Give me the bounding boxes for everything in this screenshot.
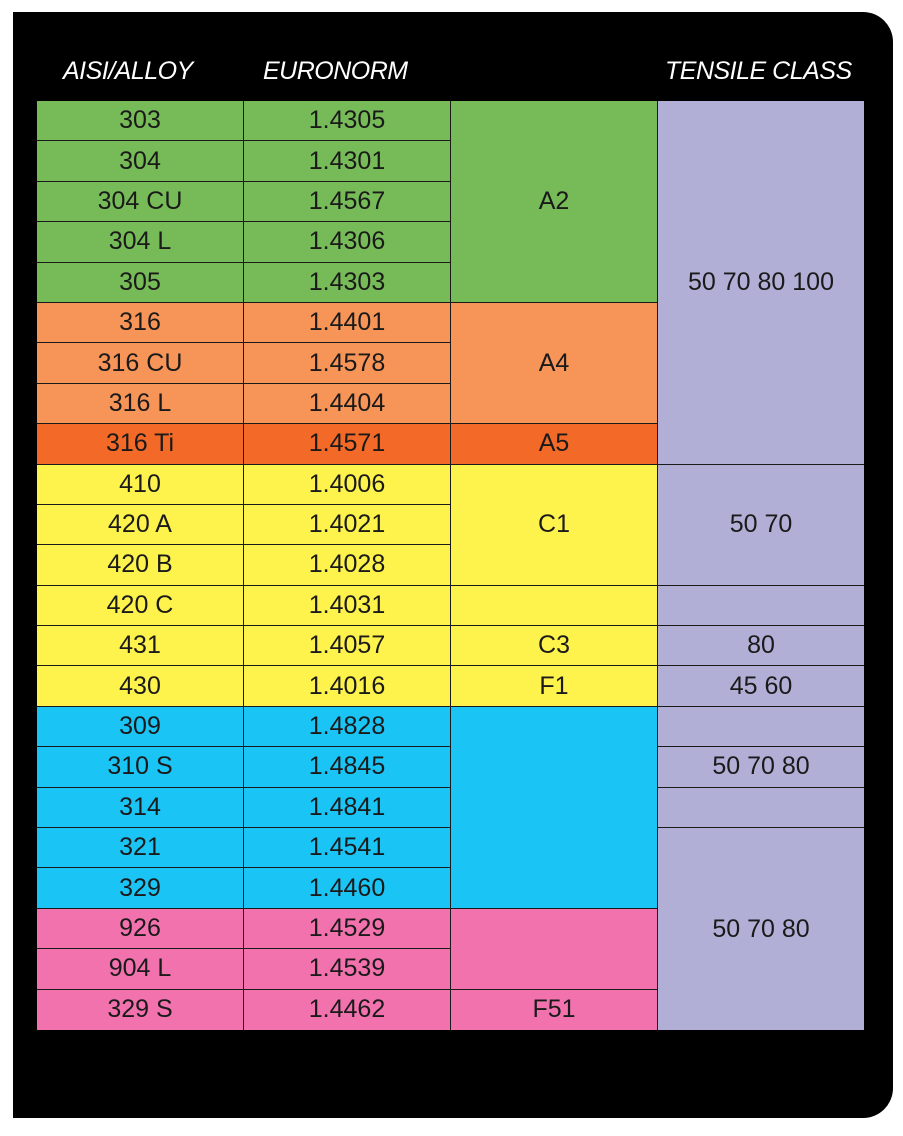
euronorm-cell: 1.4460 — [244, 868, 451, 909]
euronorm-cell: 1.4828 — [244, 706, 451, 748]
euronorm-cell: 1.4462 — [244, 989, 451, 1030]
alloy-cell: 321 — [37, 828, 244, 869]
tensile-class-cell: 50 70 80 100 — [658, 101, 864, 465]
euronorm-cell: 1.4021 — [244, 504, 451, 546]
tensile-class-cell — [658, 585, 864, 627]
euronorm-cell: 1.4404 — [244, 383, 451, 425]
header-alloy: AISI/ALLOY — [63, 57, 193, 85]
alloy-cell: 316 CU — [37, 343, 244, 384]
euronorm-cell: 1.4841 — [244, 787, 451, 829]
euronorm-cell: 1.4301 — [244, 141, 451, 182]
alloy-cell: 309 — [37, 706, 244, 748]
grade-cell — [451, 706, 658, 909]
euronorm-cell: 1.4539 — [244, 949, 451, 990]
tensile-class-cell: 50 70 80 — [658, 828, 864, 1030]
grade-cell: F1 — [451, 666, 658, 707]
euronorm-cell: 1.4578 — [244, 343, 451, 384]
tensile-class-cell: 50 70 80 — [658, 747, 864, 788]
alloy-cell: 314 — [37, 787, 244, 829]
euronorm-cell: 1.4028 — [244, 545, 451, 586]
tensile-class-cell — [658, 787, 864, 829]
alloy-cell: 420 B — [37, 545, 244, 586]
alloy-cell: 410 — [37, 464, 244, 505]
grade-cell: A5 — [451, 424, 658, 465]
euronorm-cell: 1.4541 — [244, 828, 451, 869]
euronorm-cell: 1.4529 — [244, 908, 451, 950]
header-tensile-class: TENSILE CLASS — [665, 57, 852, 85]
grade-cell: C3 — [451, 626, 658, 667]
alloy-cell: 431 — [37, 626, 244, 667]
alloy-cell: 329 S — [37, 989, 244, 1030]
euronorm-cell: 1.4571 — [244, 424, 451, 465]
alloy-cell: 329 — [37, 868, 244, 909]
alloy-cell: 303 — [37, 101, 244, 142]
alloy-cell: 420 A — [37, 504, 244, 546]
euronorm-cell: 1.4567 — [244, 181, 451, 223]
euronorm-cell: 1.4306 — [244, 222, 451, 263]
euronorm-cell: 1.4845 — [244, 747, 451, 788]
grade-cell: A2 — [451, 101, 658, 303]
alloy-cell: 304 L — [37, 222, 244, 263]
alloy-cell: 926 — [37, 908, 244, 950]
alloy-cell: 430 — [37, 666, 244, 707]
alloy-cell: 310 S — [37, 747, 244, 788]
tensile-class-cell — [658, 706, 864, 748]
alloy-cell: 316 Ti — [37, 424, 244, 465]
alloy-table: 303 1.4305 304 1.4301 304 CU 1.4567 304 L 1.430… — [37, 101, 864, 1030]
alloy-cell: 904 L — [37, 949, 244, 990]
grade-cell — [451, 585, 658, 627]
alloy-cell: 316 — [37, 302, 244, 344]
grade-cell — [451, 908, 658, 990]
euronorm-cell: 1.4057 — [244, 626, 451, 667]
tensile-class-cell: 80 — [658, 626, 864, 667]
euronorm-cell: 1.4016 — [244, 666, 451, 707]
grade-cell: A4 — [451, 302, 658, 425]
euronorm-cell: 1.4303 — [244, 262, 451, 303]
alloy-cell: 316 L — [37, 383, 244, 425]
euronorm-cell: 1.4401 — [244, 302, 451, 344]
grade-cell: C1 — [451, 464, 658, 586]
alloy-cell: 305 — [37, 262, 244, 303]
tensile-class-cell: 50 70 — [658, 464, 864, 586]
euronorm-cell: 1.4305 — [244, 101, 451, 142]
alloy-cell: 420 C — [37, 585, 244, 627]
alloy-cell: 304 CU — [37, 181, 244, 223]
header-euronorm: EURONORM — [263, 57, 408, 85]
tensile-class-cell: 45 60 — [658, 666, 864, 707]
alloy-cell: 304 — [37, 141, 244, 182]
euronorm-cell: 1.4031 — [244, 585, 451, 627]
euronorm-cell: 1.4006 — [244, 464, 451, 505]
grade-cell: F51 — [451, 989, 658, 1030]
